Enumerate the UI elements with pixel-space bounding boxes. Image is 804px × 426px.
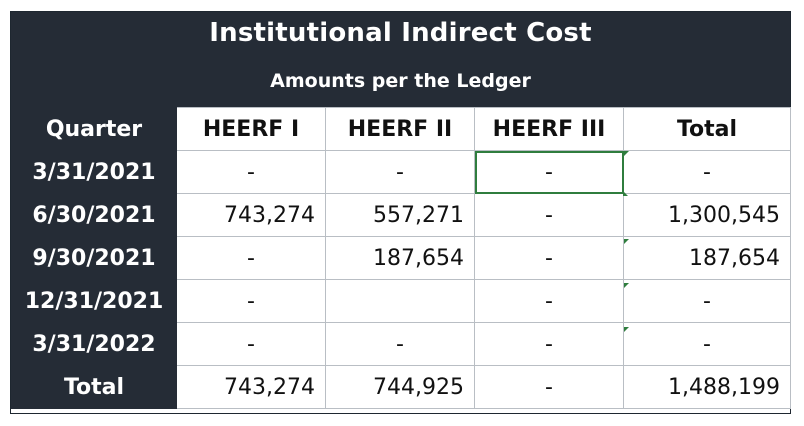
cell-heerf-iii[interactable]: - (474, 322, 624, 366)
fill-handle-icon[interactable] (623, 191, 628, 196)
cell-total[interactable]: - (623, 322, 791, 366)
error-indicator-icon (624, 151, 629, 156)
table-row: 12/31/2021 - - - (11, 279, 791, 323)
cell-heerf-iii[interactable]: - (474, 193, 624, 237)
error-indicator-icon (624, 239, 629, 244)
header-row: Quarter HEERF I HEERF II HEERF III Total (11, 107, 791, 151)
cell-heerf-i[interactable]: - (176, 150, 326, 194)
cell-total[interactable]: - (623, 279, 791, 323)
cell-heerf-ii[interactable] (325, 279, 475, 323)
row-label-quarter[interactable]: 12/31/2021 (11, 279, 177, 323)
cell-heerf-i[interactable]: - (176, 236, 326, 280)
column-header-heerf-ii[interactable]: HEERF II (325, 107, 475, 151)
cell-total[interactable]: 187,654 (623, 236, 791, 280)
spreadsheet-table: Institutional Indirect Cost Amounts per … (10, 11, 791, 414)
cell-heerf-ii[interactable]: 187,654 (325, 236, 475, 280)
data-grid: Quarter HEERF I HEERF II HEERF III Total… (11, 107, 791, 409)
cell-total-heerf-i[interactable]: 743,274 (176, 365, 326, 409)
title-band: Institutional Indirect Cost Amounts per … (11, 12, 790, 107)
cell-heerf-ii[interactable]: - (325, 150, 475, 194)
row-label-total[interactable]: Total (11, 365, 177, 409)
column-header-total[interactable]: Total (623, 107, 791, 151)
totals-row: Total 743,274 744,925 - 1,488,199 (11, 365, 791, 409)
row-label-quarter[interactable]: 3/31/2021 (11, 150, 177, 194)
row-label-quarter[interactable]: 9/30/2021 (11, 236, 177, 280)
cell-total[interactable]: - (623, 150, 791, 194)
cell-heerf-iii[interactable]: - (474, 236, 624, 280)
row-label-quarter[interactable]: 3/31/2022 (11, 322, 177, 366)
error-indicator-icon (624, 327, 629, 332)
cell-total[interactable]: 1,300,545 (623, 193, 791, 237)
cell-heerf-iii-selected[interactable]: - (474, 150, 624, 194)
row-label-quarter[interactable]: 6/30/2021 (11, 193, 177, 237)
table-row: 3/31/2021 - - - - (11, 150, 791, 194)
column-header-quarter[interactable]: Quarter (11, 107, 177, 151)
cell-heerf-i[interactable]: - (176, 279, 326, 323)
table-row: 6/30/2021 743,274 557,271 - 1,300,545 (11, 193, 791, 237)
column-header-heerf-i[interactable]: HEERF I (176, 107, 326, 151)
cell-total-heerf-ii[interactable]: 744,925 (325, 365, 475, 409)
table-row: 3/31/2022 - - - - (11, 322, 791, 366)
error-indicator-icon (624, 283, 629, 288)
cell-heerf-iii[interactable]: - (474, 279, 624, 323)
table-subtitle: Amounts per the Ledger (270, 70, 531, 92)
cell-heerf-i[interactable]: 743,274 (176, 193, 326, 237)
cell-heerf-ii[interactable]: 557,271 (325, 193, 475, 237)
column-header-heerf-iii[interactable]: HEERF III (474, 107, 624, 151)
cell-heerf-i[interactable]: - (176, 322, 326, 366)
cell-grand-total[interactable]: 1,488,199 (623, 365, 791, 409)
cell-total-heerf-iii[interactable]: - (474, 365, 624, 409)
cell-heerf-ii[interactable]: - (325, 322, 475, 366)
table-row: 9/30/2021 - 187,654 - 187,654 (11, 236, 791, 280)
table-title: Institutional Indirect Cost (209, 18, 592, 48)
